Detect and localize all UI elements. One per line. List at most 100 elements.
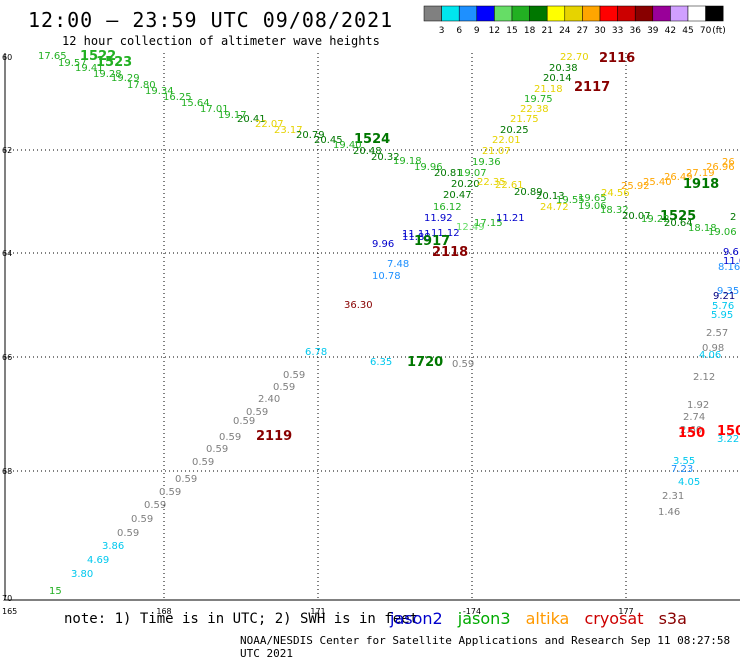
wave-height-label: 0.59 [117, 528, 139, 539]
latitude-label: 60 [2, 53, 12, 62]
wave-height-label: 25.40 [643, 177, 672, 188]
wave-height-label: 20.89 [514, 187, 543, 198]
wave-height-label: 19.57 [58, 58, 87, 69]
wave-height-label: 0.59 [206, 444, 228, 455]
wave-height-label: 20.48 [353, 146, 382, 157]
wave-height-label: 20.81 [434, 168, 463, 179]
wave-height-label: 4.69 [87, 555, 109, 566]
wave-height-label: 7.23 [671, 464, 693, 475]
pass-time-label: 1525 [660, 209, 696, 224]
wave-height-label: 19.17 [218, 110, 247, 121]
longitude-label: 168 [156, 607, 171, 616]
wave-height-label: 22.35 [477, 177, 506, 188]
wave-height-label: 22.61 [495, 180, 524, 191]
wave-height-label: 19.22 [641, 214, 670, 225]
wave-height-label: 24.72 [540, 202, 569, 213]
wave-height-label: 0.59 [283, 370, 305, 381]
legend-tick-label: 3 [439, 26, 445, 36]
legend-tick-label: 21 [541, 26, 552, 36]
pass-time-label: 2116 [599, 51, 635, 66]
wave-height-label: 26.96 [706, 162, 735, 173]
legend-tick-label: 18 [524, 26, 536, 36]
wave-height-label: 36.30 [344, 300, 373, 311]
wave-height-label: 4.05 [678, 477, 700, 488]
sat-jason2: jason2 [390, 609, 443, 628]
wave-height-label: 2.12 [693, 372, 715, 383]
wave-height-label: 7.48 [387, 259, 409, 270]
wave-height-label: 20.25 [500, 125, 529, 136]
wave-height-label: 21.07 [482, 146, 511, 157]
wave-height-label: 17.15 [474, 218, 503, 229]
wave-height-label: 0.59 [219, 432, 241, 443]
wave-height-label: 8.16 [718, 262, 740, 273]
wave-height-label: 0.98 [702, 343, 724, 354]
wave-height-label: 11.0 [723, 256, 740, 267]
wave-height-label: 3.86 [102, 541, 124, 552]
credit-line: NOAA/NESDIS Center for Satellite Applica… [240, 634, 731, 660]
wave-height-label: 1.46 [658, 507, 680, 518]
wave-height-label: 20.32 [371, 152, 400, 163]
wave-height-label: 19.06 [708, 227, 737, 238]
wave-height-label: 20.07 [622, 211, 651, 222]
wave-height-label: 5.95 [711, 310, 733, 321]
pass-time-label: 150 [678, 426, 705, 441]
wave-height-label: 9.6 [723, 247, 739, 258]
latitude-label: 62 [2, 146, 12, 155]
sat-altika: altika [525, 609, 570, 628]
wave-height-label: 19.96 [414, 162, 443, 173]
wave-height-label: 16.12 [433, 202, 462, 213]
wave-height-label: 19.40 [333, 140, 362, 151]
longitude-label: 165 [2, 607, 17, 616]
legend-tick-label: 12 [489, 26, 500, 36]
wave-height-label: 0.59 [233, 416, 255, 427]
map-title: 12:00 – 23:59 UTC 09/08/2021 [28, 8, 394, 32]
wave-height-label: 2.31 [662, 491, 684, 502]
latitude-label: 68 [2, 467, 12, 476]
wave-height-label: 26 [722, 157, 735, 168]
wave-height-label: 19.41 [75, 63, 104, 74]
wave-height-label: 17.01 [200, 104, 229, 115]
wave-height-label: 19.34 [145, 86, 174, 97]
legend-unit-label: (ft) [712, 26, 726, 36]
wave-height-label: 19.18 [393, 156, 422, 167]
wave-height-label: 3.80 [71, 569, 93, 580]
units-note: note: 1) Time is in UTC; 2) SWH is in fe… [64, 611, 419, 627]
latitude-label: 66 [2, 353, 12, 362]
wave-height-label: 9.35 [717, 286, 739, 297]
wave-height-label: 11.21 [496, 213, 525, 224]
wave-height-label: 22.01 [492, 135, 521, 146]
wave-height-label: 2.74 [683, 412, 705, 423]
wave-height-label: 26.49 [664, 172, 693, 183]
wave-height-label: 24.56 [601, 188, 630, 199]
wave-height-label: 21.75 [510, 114, 539, 125]
satellite-legend: jason2 jason3 altika cryosat s3a [390, 609, 697, 628]
color-scale-bar: 3 6 9 12 15 18 21 24 27 30 33 36 39 42 45 70 (ft) [423, 5, 726, 36]
wave-height-label: 2 [730, 212, 736, 223]
color-scale-legend: 3 6 9 12 15 18 21 24 27 30 33 36 39 42 45 70 (ft) [423, 5, 733, 41]
wave-height-label: 17.65 [38, 51, 67, 62]
wave-height-label: 15.64 [181, 98, 210, 109]
latitude-label: 70 [2, 594, 12, 603]
legend-tick-label: 6 [456, 26, 462, 36]
wave-height-label: 19.07 [458, 168, 487, 179]
legend-tick-label: 27 [577, 26, 588, 36]
legend-tick-label: 42 [665, 26, 676, 36]
wave-height-label: 0.59 [144, 500, 166, 511]
wave-height-label: 2.60 [680, 425, 702, 436]
wave-height-label: 5.76 [712, 301, 734, 312]
wave-height-label: 6.78 [305, 347, 327, 358]
wave-height-label: 11.92 [424, 213, 453, 224]
wave-height-label: 18.18 [688, 223, 717, 234]
wave-height-label: 20.38 [549, 63, 578, 74]
wave-height-label: 22.70 [560, 52, 589, 63]
pass-time-label: 2119 [256, 429, 292, 444]
legend-tick-label: 36 [629, 26, 641, 36]
longitude-label: 171 [310, 607, 325, 616]
legend-tick-label: 9 [474, 26, 480, 36]
wave-height-label: 0.59 [452, 359, 474, 370]
wave-height-label: 19.75 [524, 94, 553, 105]
wave-height-label: 0.59 [273, 382, 295, 393]
sat-jason3: jason3 [457, 609, 511, 628]
